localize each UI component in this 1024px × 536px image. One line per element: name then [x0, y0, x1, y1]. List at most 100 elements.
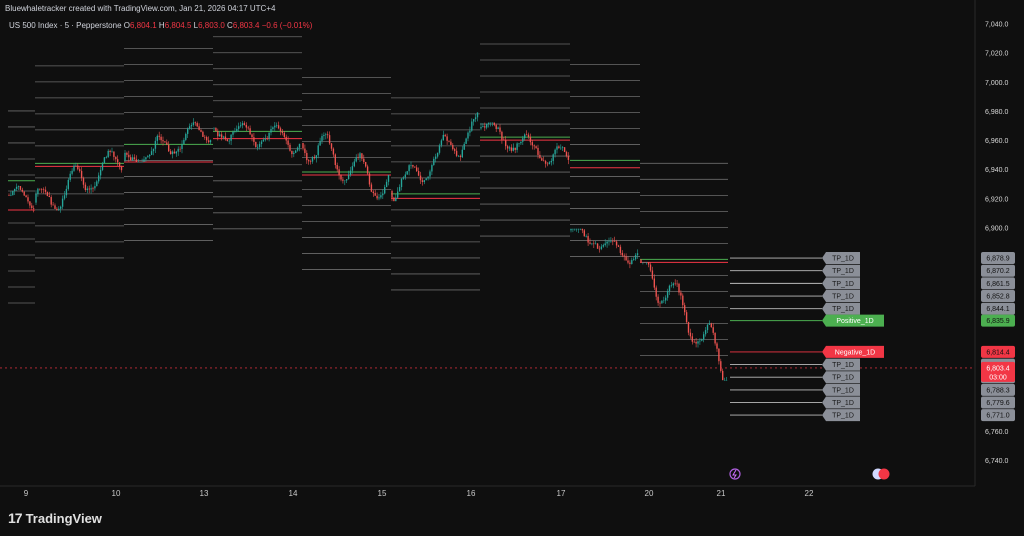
candle-body [169, 151, 172, 155]
level-tag-box [822, 345, 884, 358]
candle-body [124, 152, 126, 161]
candle-body [537, 147, 539, 155]
candle-body [604, 243, 606, 246]
candle-body [115, 156, 117, 160]
candle-body [572, 228, 574, 230]
candle-body [243, 123, 246, 126]
level-tag-label: TP_1D [832, 375, 854, 382]
price-axis-label: 6,870.2 [986, 268, 1009, 275]
price-axis-label-box [981, 277, 1015, 290]
candle-body [213, 127, 215, 129]
candle-body [164, 141, 166, 143]
candle-body [311, 156, 314, 162]
candle-body [279, 128, 282, 132]
candle-body [162, 140, 164, 142]
candle-body [400, 178, 403, 188]
candle-body [425, 178, 427, 181]
candle-body [31, 205, 33, 209]
candle-body [567, 156, 570, 160]
candle-body [365, 162, 367, 167]
level-tag-label: TP_1D [832, 387, 854, 394]
candle-body [489, 122, 492, 124]
price-tick-label: 6,740.0 [985, 458, 1008, 465]
candle-body [382, 193, 384, 196]
candle-body [347, 174, 350, 180]
level-tag: TP_1D [822, 383, 860, 396]
candle-body [668, 285, 671, 292]
candle-body [653, 278, 655, 288]
candle-body [260, 141, 263, 145]
candle-body [133, 157, 136, 160]
candle-body [376, 195, 378, 199]
candle-body [722, 370, 724, 381]
candle-body [544, 161, 547, 164]
price-axis-label-box [981, 302, 1015, 315]
candle-body [128, 154, 130, 158]
level-tag-box [822, 314, 884, 327]
candle-body [56, 208, 58, 210]
level-tag-box [822, 302, 860, 315]
candle-body [576, 228, 578, 230]
candle-body [349, 170, 352, 175]
candle-body [510, 147, 513, 151]
candle-body [323, 135, 325, 137]
level-tag: TP_1D [822, 396, 860, 409]
candle-body [319, 140, 321, 146]
candle-body [79, 169, 81, 171]
candle-body [200, 130, 202, 132]
candle-body [440, 140, 443, 146]
level-tag-box [822, 383, 860, 396]
candle-body [546, 163, 549, 165]
candle-body [228, 140, 230, 142]
candle-body [723, 380, 726, 381]
candle-body [58, 208, 60, 210]
flash-event-icon[interactable] [729, 468, 741, 480]
candle-body [293, 152, 295, 155]
candle-body [659, 302, 661, 304]
candle-body [209, 140, 212, 143]
level-tag-label: TP_1D [832, 400, 854, 407]
candle-body [708, 323, 711, 325]
candle-body [495, 124, 497, 129]
candle-body [94, 186, 96, 189]
level-tag-box [822, 277, 860, 290]
price-axis-label-box [981, 314, 1015, 327]
candle-body [236, 128, 238, 132]
candle-body [234, 131, 236, 133]
countdown-label: 03:00 [989, 374, 1007, 381]
candle-body [179, 148, 181, 150]
candle-body [471, 121, 473, 131]
candle-body [431, 165, 433, 172]
candle-body [130, 157, 132, 161]
candle-body [621, 252, 623, 256]
candle-body [574, 228, 576, 230]
candle-body [501, 131, 503, 140]
candle-body [706, 324, 709, 331]
candle-body [277, 125, 280, 129]
tradingview-logo[interactable]: 17 TradingView [8, 510, 102, 526]
candle-body [461, 149, 463, 158]
candle-body [436, 152, 439, 157]
price-tick-label: 6,960.0 [985, 138, 1008, 145]
candle-body [363, 158, 365, 163]
level-tag: Negative_1D [822, 345, 884, 358]
candle-body [192, 122, 195, 125]
candle-body [704, 330, 707, 335]
candle-body [226, 139, 228, 142]
level-tag-box [822, 371, 860, 384]
candle-body [593, 243, 595, 245]
candle-body [583, 230, 585, 237]
candle-body [695, 341, 697, 344]
candle-body [570, 228, 572, 231]
candle-body [581, 228, 584, 231]
candle-body [196, 123, 198, 127]
credit-line: Bluewhaletracker created with TradingVie… [5, 4, 276, 13]
candle-body [181, 143, 183, 149]
candle-body [644, 262, 646, 263]
candle-body [412, 164, 414, 167]
candle-body [82, 178, 85, 185]
candle-body [23, 191, 25, 196]
candle-body [239, 125, 242, 127]
price-tick-label: 6,940.0 [985, 167, 1008, 174]
